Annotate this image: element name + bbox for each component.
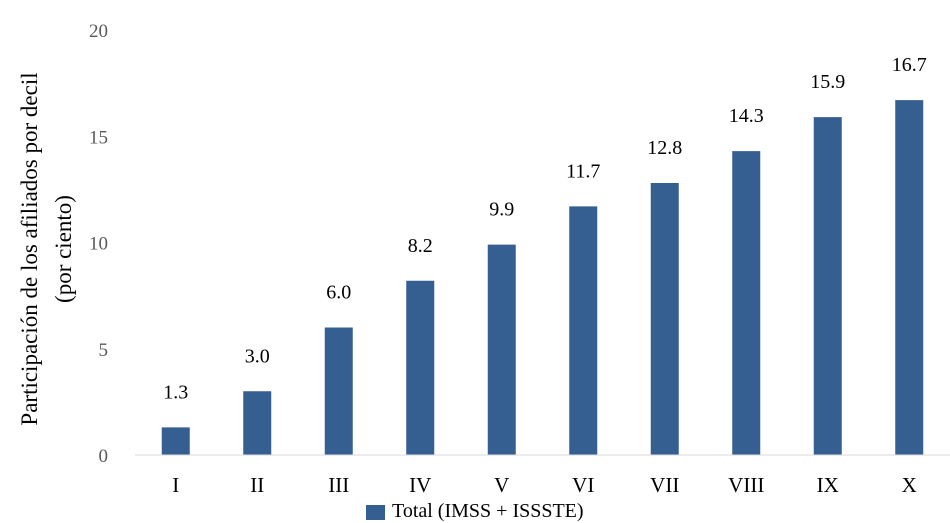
data-label: 1.3 <box>163 381 188 403</box>
y-tick-label: 15 <box>89 127 108 148</box>
x-tick-label: I <box>172 473 179 497</box>
x-tick-label: VII <box>650 473 679 497</box>
bars <box>161 100 924 455</box>
y-tick-label: 20 <box>89 21 108 42</box>
data-label: 14.3 <box>729 105 764 127</box>
bar <box>243 391 272 455</box>
data-label: 15.9 <box>810 71 845 93</box>
data-label: 11.7 <box>566 160 600 182</box>
data-label: 9.9 <box>489 199 514 221</box>
bar <box>324 327 353 455</box>
data-label: 6.0 <box>326 282 351 304</box>
y-tick-label: 5 <box>99 340 109 361</box>
bar <box>487 244 516 455</box>
data-label: 3.0 <box>245 345 270 367</box>
legend-swatch <box>366 505 385 520</box>
bar <box>813 117 842 455</box>
y-tick-label: 0 <box>99 446 109 467</box>
bar <box>732 151 761 455</box>
x-tick-label: X <box>902 473 917 497</box>
data-label: 12.8 <box>647 137 682 159</box>
x-tick-label: IX <box>817 473 839 497</box>
data-label: 8.2 <box>408 235 433 257</box>
x-tick-label: II <box>250 473 264 497</box>
y-tick-label: 10 <box>89 234 108 255</box>
data-labels: 1.3 3.0 6.0 8.2 9.9 11.7 12.8 14.3 15.9 16.7 <box>163 54 927 403</box>
y-axis-label-line1: Participación de los afiliados por decil <box>17 72 42 425</box>
bar <box>161 427 190 455</box>
x-tick-label: IV <box>409 473 431 497</box>
legend: Total (IMSS + ISSSTE) <box>366 500 584 522</box>
x-axis-labels: I II III IV V VI VII VIII IX X <box>172 473 917 497</box>
x-tick-label: III <box>328 473 349 497</box>
bar <box>406 280 435 455</box>
bar <box>895 100 924 455</box>
x-tick-label: VIII <box>728 473 764 497</box>
x-tick-label: V <box>494 473 509 497</box>
data-label: 16.7 <box>892 54 927 76</box>
y-axis-ticks: 0 5 10 15 20 <box>89 21 108 467</box>
bar <box>650 183 679 455</box>
y-axis-label-line2: (por ciento) <box>51 195 76 303</box>
x-tick-label: VI <box>572 473 594 497</box>
y-axis-label: Participación de los afiliados por decil… <box>17 72 76 425</box>
bar <box>569 206 598 455</box>
legend-label: Total (IMSS + ISSSTE) <box>392 500 584 522</box>
